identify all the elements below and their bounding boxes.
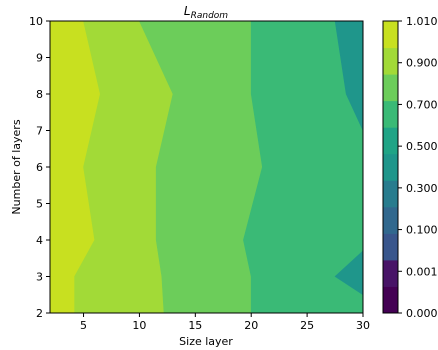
- colorbar-band: [383, 153, 398, 181]
- colorbar-frame: [382, 20, 399, 314]
- chart-title-base: L: [184, 4, 191, 18]
- y-tick-label: 8: [36, 88, 43, 101]
- x-tick-label: 5: [80, 319, 87, 332]
- colorbar-tick-label: 0.000: [406, 307, 438, 320]
- chart-title-subscript: Random: [191, 11, 229, 21]
- x-tick-label: 15: [188, 319, 202, 332]
- y-tick-label: 2: [36, 307, 43, 320]
- colorbar-tick-label: 0.300: [406, 182, 438, 195]
- x-tick-label: 30: [356, 319, 370, 332]
- colorbar-band: [383, 100, 398, 128]
- colorbar-tick-label: 0.001: [406, 265, 438, 278]
- colorbar-band: [383, 21, 398, 49]
- colorbar-tick-label: 0.500: [406, 140, 438, 153]
- y-tick-label: 6: [36, 161, 43, 174]
- colorbar-band: [383, 47, 398, 75]
- chart-title: LRandom: [184, 4, 228, 21]
- colorbar-tick-label: 1.010: [406, 15, 438, 28]
- colorbar-band: [383, 180, 398, 208]
- y-tick-label: 9: [36, 52, 43, 65]
- colorbar: 0.000 0.001 0.100 0.300 0.500 0.700 0.900 1.010: [382, 15, 438, 320]
- colorbar-band: [383, 233, 398, 261]
- colorbar-band: [383, 259, 398, 287]
- y-tick-label: 4: [36, 234, 43, 247]
- y-tick-label: 3: [36, 271, 43, 284]
- x-tick-label: 20: [244, 319, 258, 332]
- colorbar-band: [383, 127, 398, 155]
- colorbar-tick-label: 0.100: [406, 224, 438, 237]
- contour-regions: [49, 20, 364, 314]
- colorbar-band: [383, 74, 398, 102]
- colorbar-tick-label: 0.700: [406, 98, 438, 111]
- y-tick-label: 7: [36, 125, 43, 138]
- y-axis-ticks: 2 3 4 5 6 7 8 9 10: [29, 15, 50, 320]
- y-tick-label: 10: [29, 15, 43, 28]
- x-axis-ticks: 5 10 15 20 25 30: [80, 313, 370, 332]
- x-tick-label: 25: [300, 319, 314, 332]
- colorbar-tick-label: 0.900: [406, 57, 438, 70]
- y-tick-label: 5: [36, 198, 43, 211]
- colorbar-band: [383, 206, 398, 234]
- y-axis-label: Number of layers: [10, 119, 23, 214]
- x-axis-label: Size layer: [179, 335, 233, 348]
- x-tick-label: 10: [132, 319, 146, 332]
- colorbar-band: [383, 286, 398, 314]
